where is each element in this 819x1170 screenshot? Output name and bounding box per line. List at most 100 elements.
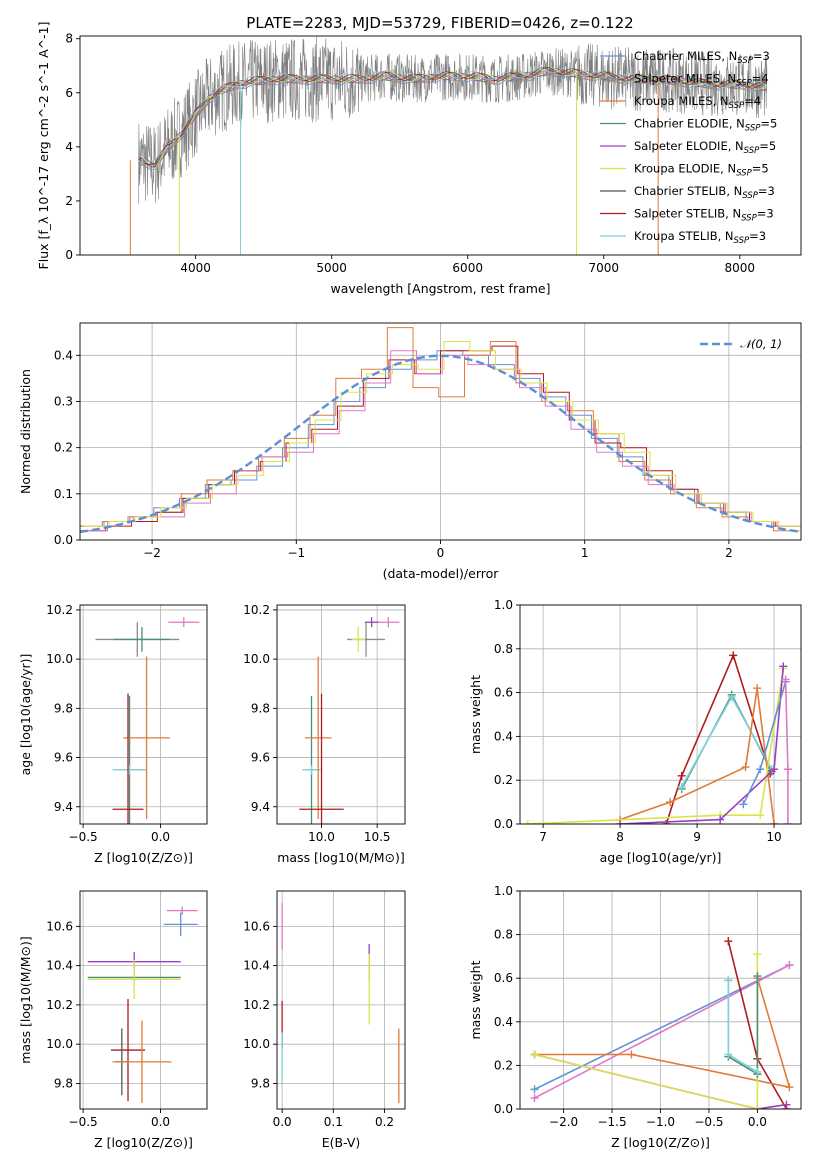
x-tick-label: 0.0 <box>748 1115 767 1129</box>
legend-label: 𝒩(0, 1) <box>740 337 782 351</box>
plus-marker <box>724 976 733 985</box>
figure-title: PLATE=2283, MJD=53729, FIBERID=0426, z=0… <box>246 14 633 32</box>
x-tick-label: 0.0 <box>151 1115 170 1129</box>
x-tick-label: −1.5 <box>597 1115 626 1129</box>
legend-label: Salpeter MILES, NSSP=4 <box>634 72 769 89</box>
axes-frame <box>276 604 406 825</box>
plot-area <box>530 937 794 1109</box>
plus-marker <box>782 1100 791 1109</box>
plus-marker <box>677 771 686 780</box>
plus-marker <box>785 1083 794 1092</box>
x-axis-label: wavelength [Angstrom, rest frame] <box>330 281 550 296</box>
model-line <box>138 68 768 168</box>
mass-weight-series <box>724 976 762 1076</box>
y-axis-label: mass weight <box>468 675 483 754</box>
plus-marker <box>677 782 686 791</box>
x-axis-label: E(B-V) <box>322 1135 361 1150</box>
x-tick-label: −1.0 <box>646 1115 675 1129</box>
plot-area <box>129 36 768 255</box>
x-tick-label: −0.5 <box>69 830 98 844</box>
plus-marker <box>756 765 765 774</box>
mass-weight-series <box>781 675 792 824</box>
x-tick-label: 7 <box>539 830 547 844</box>
legend: Chabrier MILES, NSSP=3 Salpeter MILES, NS… <box>600 49 777 246</box>
y-tick-label: 8 <box>65 32 73 46</box>
x-axis-label: Z [log10(Z/Z⊙)] <box>94 1135 193 1150</box>
y-tick-label: 0.0 <box>494 817 513 831</box>
error-bar-point <box>302 764 321 775</box>
y-tick-label: 10.2 <box>243 998 270 1012</box>
y-tick-label: 0.1 <box>54 487 73 501</box>
plus-marker <box>753 1067 762 1076</box>
series-line <box>784 679 789 824</box>
y-tick-label: 4 <box>65 140 73 154</box>
plus-marker <box>627 1050 636 1059</box>
y-axis-label: mass weight <box>468 960 483 1039</box>
y-tick-label: 10.0 <box>243 1037 270 1051</box>
axes-frame <box>79 604 208 825</box>
panel-residuals: −2 −1 0 1 2 0.0 0.1 0.2 0.3 0.4 (data-model)/error… <box>18 322 802 581</box>
y-tick-label: 0.6 <box>494 686 513 700</box>
plus-marker <box>753 972 762 981</box>
x-tick-label: 10.0 <box>308 830 335 844</box>
x-tick-label: 10 <box>766 830 781 844</box>
error-bar-point <box>112 764 147 775</box>
plus-marker <box>781 675 790 684</box>
x-tick-label: 8000 <box>725 261 756 275</box>
panel-age_vs_mass: 10.0 10.5 9.4 9.6 9.8 10.0 10.2 mass [log10(M/M… <box>243 603 406 865</box>
y-tick-label: 0.6 <box>494 971 513 985</box>
plus-marker <box>666 798 675 807</box>
histogram-series <box>81 350 801 532</box>
x-tick-label: 6000 <box>452 261 483 275</box>
y-tick-label: 9.6 <box>54 751 73 765</box>
y-axis-label: age [log10(age/yr)] <box>18 654 33 776</box>
y-tick-label: 0.4 <box>54 348 73 362</box>
x-tick-label: 8 <box>616 830 624 844</box>
y-axis-label: Flux [f_λ 10^-17 erg cm^-2 s^-1 A^-1] <box>36 22 51 270</box>
series-line <box>620 666 785 824</box>
model-line <box>138 67 768 165</box>
series-line <box>527 668 785 824</box>
axes-frame <box>519 604 802 825</box>
plot-area <box>281 902 400 1104</box>
y-tick-label: 0.3 <box>54 394 73 408</box>
error-bar-point <box>299 693 344 824</box>
x-tick-label: −2 <box>143 546 161 560</box>
y-tick-label: 10.0 <box>243 652 270 666</box>
x-tick-label: 0.1 <box>324 1115 343 1129</box>
series-line <box>534 954 759 1109</box>
normal-reference-curve <box>80 354 801 534</box>
error-bar-point <box>364 617 379 628</box>
plus-marker <box>779 662 788 671</box>
panel-spectrum: 4000 5000 6000 7000 8000 0 2 4 6 8 wavelength [Ang… <box>36 22 802 296</box>
plus-marker <box>753 950 762 959</box>
x-tick-label: 5000 <box>316 261 347 275</box>
error-bar-point <box>351 627 365 652</box>
plus-marker <box>741 763 750 772</box>
x-tick-label: 10.5 <box>364 830 391 844</box>
x-axis-label: age [log10(age/yr)] <box>600 850 722 865</box>
y-tick-label: 10.4 <box>243 959 270 973</box>
y-axis-label: Normed distribution <box>18 369 33 494</box>
y-tick-label: 0.2 <box>494 773 513 787</box>
error-bar-point <box>123 656 170 820</box>
panel-mass_vs_EBV: 0.0 0.1 0.2 9.8 10.0 10.2 10.4 10.6 E(B-V) <box>243 890 406 1150</box>
y-tick-label: 10.2 <box>46 603 73 617</box>
y-tick-label: 9.6 <box>251 751 270 765</box>
x-tick-label: 0.2 <box>375 1115 394 1129</box>
y-tick-label: 0.0 <box>54 533 73 547</box>
x-tick-label: 0.0 <box>273 1115 292 1129</box>
x-tick-label: 4000 <box>180 261 211 275</box>
y-tick-label: 0.2 <box>494 1058 513 1072</box>
y-tick-label: 0.8 <box>494 928 513 942</box>
legend-label: Kroupa MILES, NSSP=4 <box>634 94 761 111</box>
plot-area <box>87 906 198 1104</box>
plot-area <box>80 327 801 534</box>
legend: 𝒩(0, 1) <box>700 337 782 351</box>
plus-marker <box>739 800 748 809</box>
plot-area <box>95 617 200 824</box>
legend-label: Chabrier ELODIE, NSSP=5 <box>634 117 777 134</box>
plus-marker <box>724 937 733 946</box>
axes-frame <box>79 322 802 541</box>
